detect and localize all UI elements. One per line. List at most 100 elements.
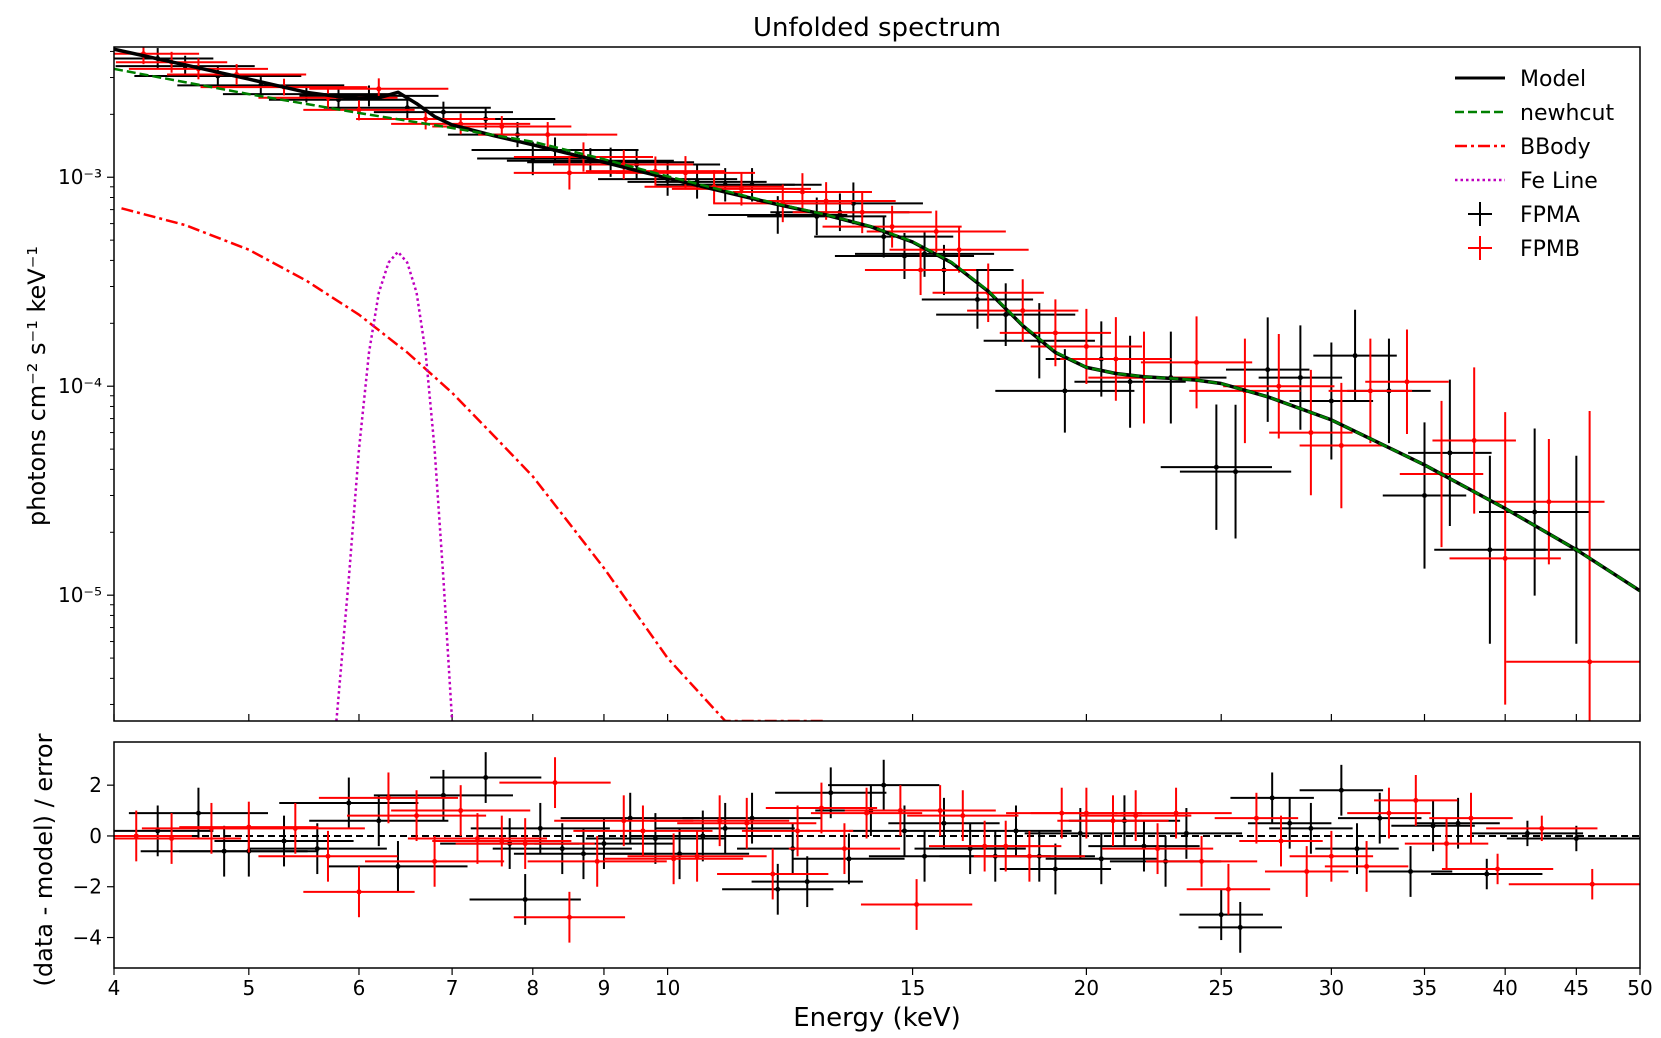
fpma-point xyxy=(1382,422,1467,569)
legend-label-newhcut: newhcut xyxy=(1520,101,1614,126)
fpma-point xyxy=(1408,379,1492,526)
fpmb-point xyxy=(478,122,618,148)
fpmb-point xyxy=(889,226,1029,273)
fpmb-residual xyxy=(225,802,365,854)
fpmb-point xyxy=(999,299,1112,367)
fpmb-residual xyxy=(1374,775,1458,826)
fpmb-residual xyxy=(1324,841,1409,892)
bottom-panel-frame xyxy=(113,741,1641,969)
fpmb-residual xyxy=(950,820,1062,872)
fpmb-residual xyxy=(455,818,595,869)
top-y-tick-label: 10⁻³ xyxy=(58,165,102,189)
fpmb-residual xyxy=(114,810,192,862)
fpmb-point xyxy=(671,172,812,206)
fpma-residual xyxy=(470,802,610,854)
fpmb-point xyxy=(309,78,449,100)
fpma-point xyxy=(1289,342,1374,460)
fpma-point xyxy=(1313,309,1397,402)
fpmb-point xyxy=(356,108,496,130)
x-tick-label: 40 xyxy=(1492,976,1517,1000)
fpmb-residual xyxy=(1080,790,1192,842)
fpma-residual xyxy=(793,833,905,885)
fpma-residual xyxy=(560,792,700,844)
fpmb-residual xyxy=(432,815,572,867)
fpma-residual xyxy=(1506,825,1640,852)
fpmb-residual xyxy=(499,757,611,809)
fpmb-residual xyxy=(1239,815,1323,867)
fpmb-point xyxy=(1493,439,1605,565)
bottom-y-tick-label: −4 xyxy=(73,926,102,950)
fpma-point xyxy=(814,215,954,258)
x-tick-label: 35 xyxy=(1412,976,1437,1000)
fpmb-residual xyxy=(973,830,1086,882)
top-panel-frame xyxy=(113,46,1641,722)
fpma-residual xyxy=(430,752,542,803)
fpmb-residual xyxy=(1120,787,1232,839)
fpma-residual xyxy=(1045,833,1157,885)
fpma-residual xyxy=(1269,802,1353,854)
fpmb-point xyxy=(1060,317,1172,401)
fpmb-residual xyxy=(1441,853,1554,885)
fpma-point xyxy=(1179,404,1292,539)
x-tick-label: 20 xyxy=(1074,976,1099,1000)
fpma-point xyxy=(1225,317,1310,422)
fpmb-residual xyxy=(788,823,901,875)
top-y-tick-label: 10⁻⁴ xyxy=(58,374,102,398)
y-axis-label-bottom: (data - model) / error xyxy=(30,733,58,986)
fpmb-point xyxy=(1140,316,1253,409)
fpmb-residual xyxy=(1404,818,1489,869)
fpma-residual xyxy=(214,815,354,867)
legend-label-bbody: BBody xyxy=(1520,135,1591,160)
fpmb-residual xyxy=(604,833,744,885)
fpmb-point xyxy=(1506,411,1640,721)
fpma-point xyxy=(995,349,1135,433)
x-tick-label: 8 xyxy=(526,976,539,1000)
bottom-panel-ticks: 4 5 6 7 8 9 10 15 20 25 30 35 40 45 50−4−202 xyxy=(73,773,1653,1000)
fpma-residual xyxy=(1431,858,1543,890)
fpmb-point xyxy=(822,205,962,248)
fpma-point xyxy=(1258,325,1343,430)
fpmb-point xyxy=(513,156,626,190)
fpma-point xyxy=(1074,335,1186,428)
x-tick-label: 30 xyxy=(1319,976,1344,1000)
legend-entry-fpma: FPMA xyxy=(1468,202,1580,228)
x-tick-label: 50 xyxy=(1627,976,1652,1000)
fpmb-residual xyxy=(1101,823,1214,875)
fpmb-residual xyxy=(1289,830,1374,882)
fpma-residual xyxy=(1471,820,1584,847)
fpmb-residual xyxy=(1486,815,1598,842)
x-axis-label: Energy (keV) xyxy=(793,1003,961,1033)
chart-title: Unfolded spectrum xyxy=(753,13,1001,43)
fpmb-residual xyxy=(513,891,626,943)
fpmb-point xyxy=(1328,338,1413,444)
fpma-residual xyxy=(751,856,863,908)
fpmb-residual xyxy=(1186,863,1271,915)
x-tick-label: 9 xyxy=(598,976,611,1000)
top-y-tick-label: 10⁻⁵ xyxy=(58,583,102,607)
fpma-residual xyxy=(309,795,449,847)
fpmb-residual xyxy=(765,782,878,834)
legend-entry-bbody: BBody xyxy=(1455,135,1591,160)
fpmb-point xyxy=(967,279,1079,342)
fpmb-point xyxy=(732,173,872,211)
legend-label-fpmb: FPMB xyxy=(1520,237,1580,262)
fpmb-residual xyxy=(650,795,790,847)
fpma-residual xyxy=(888,797,1000,849)
legend-entry-fpmb: FPMB xyxy=(1468,236,1580,262)
x-tick-label: 6 xyxy=(353,976,366,1000)
fpmb-point xyxy=(1432,367,1516,514)
fpma-residual xyxy=(128,787,269,839)
fpmb-point xyxy=(1365,329,1449,435)
fpmb-residual xyxy=(391,785,531,836)
fpmb-residual xyxy=(347,790,487,842)
legend-entry-fe-line: Fe Line xyxy=(1455,169,1598,194)
x-tick-label: 4 xyxy=(108,976,121,1000)
fpmb-residual xyxy=(1264,846,1349,897)
fpmb-point xyxy=(866,210,1006,253)
x-tick-label: 25 xyxy=(1208,976,1233,1000)
fpma-residual xyxy=(492,823,632,875)
fpmb-point xyxy=(864,244,977,296)
fpmb-point xyxy=(1449,412,1561,705)
